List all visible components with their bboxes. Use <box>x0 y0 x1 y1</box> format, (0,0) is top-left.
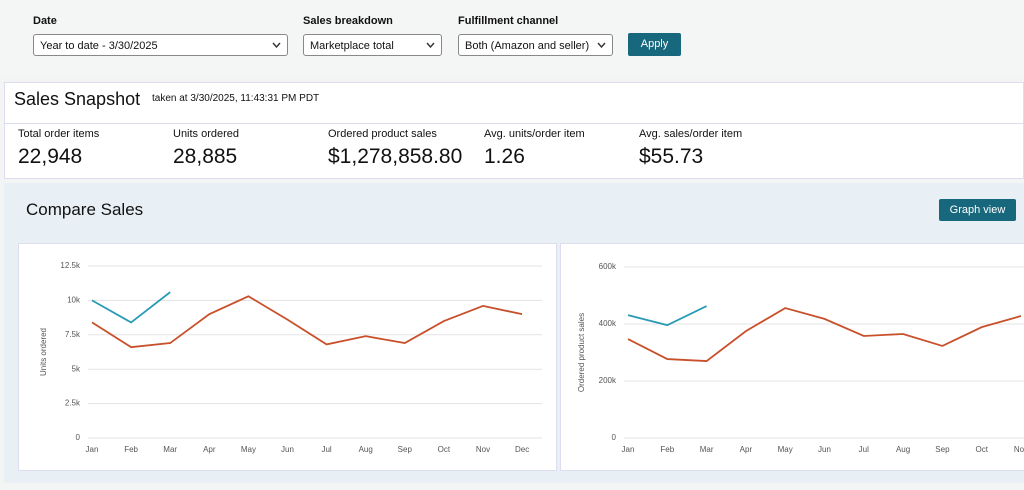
y-tick-label: 0 <box>612 433 617 442</box>
filter-label: Sales breakdown <box>303 15 393 27</box>
x-tick-label: Apr <box>203 445 216 454</box>
chart: 0 200k 400k 600k Ordered product sales Jan Feb… <box>577 262 1024 454</box>
breakdown-select[interactable]: Marketplace total <box>303 34 442 56</box>
line-series <box>91 295 523 349</box>
x-tick-label: May <box>241 445 256 454</box>
y-tick-label: 0 <box>76 433 81 442</box>
filter-label: Fulfillment channel <box>458 15 559 27</box>
line-series <box>627 307 1022 362</box>
apply-button[interactable]: Apply <box>628 33 681 56</box>
chevron <box>426 42 435 48</box>
x-tick-label: Feb <box>660 445 674 454</box>
select-value: Year to date - 3/30/2025 <box>40 40 158 52</box>
chart-card <box>560 243 1024 471</box>
metric-value: 28,885 <box>173 145 238 168</box>
x-tick-label: Nov <box>476 445 490 454</box>
x-tick-label: Dec <box>515 445 529 454</box>
y-tick-label: 5k <box>72 364 81 373</box>
select-value: Marketplace total <box>310 40 394 52</box>
metric-label: Ordered product sales <box>328 128 437 140</box>
metric-label: Avg. units/order item <box>484 128 585 140</box>
metric-value: 1.26 <box>484 145 525 168</box>
x-tick-label: Oct <box>438 445 451 454</box>
x-tick-label: Sep <box>935 445 950 454</box>
x-tick-label: May <box>778 445 793 454</box>
line-series <box>627 305 707 327</box>
chart: 0 2.5k 5k 7.5k 10k 12.5k Units ordered Jan Feb Ma… <box>39 261 542 454</box>
x-tick-label: Jul <box>321 445 331 454</box>
metric-value: $1,278,858.80 <box>328 145 463 168</box>
x-tick-label: Jan <box>86 445 99 454</box>
filter-label: Date <box>33 15 57 27</box>
x-tick-label: Feb <box>124 445 138 454</box>
x-tick-label: Oct <box>975 445 988 454</box>
y-tick-label: 600k <box>599 262 617 271</box>
chevron <box>272 42 281 48</box>
compare-title: Compare Sales <box>26 200 144 219</box>
snapshot-timestamp: taken at 3/30/2025, 11:43:31 PM PDT <box>152 93 320 104</box>
y-tick-label: 200k <box>599 376 617 385</box>
y-tick-label: 2.5k <box>65 399 81 408</box>
y-axis-label: Units ordered <box>39 328 48 376</box>
x-tick-label: Mar <box>163 445 177 454</box>
x-tick-label: Jan <box>622 445 635 454</box>
graph-view-button[interactable]: Graph view <box>939 199 1016 221</box>
y-tick-label: 10k <box>67 296 81 305</box>
x-tick-label: Mar <box>700 445 714 454</box>
snapshot-title: Sales Snapshot <box>14 89 141 109</box>
chevron <box>597 42 606 48</box>
x-tick-label: Jun <box>818 445 831 454</box>
y-tick-label: 12.5k <box>60 261 81 270</box>
metric-label: Avg. sales/order item <box>639 128 743 140</box>
chart-card <box>18 243 557 471</box>
x-tick-label: Apr <box>740 445 753 454</box>
line-series <box>91 291 171 324</box>
metric-label: Units ordered <box>173 128 240 140</box>
y-tick-label: 7.5k <box>65 330 81 339</box>
channel-select[interactable]: Both (Amazon and seller) <box>458 34 613 56</box>
metric-value: 22,948 <box>18 145 83 168</box>
y-tick-label: 400k <box>599 319 617 328</box>
x-tick-label: Nov <box>1014 445 1024 454</box>
metric-value: $55.73 <box>639 145 704 168</box>
select-value: Both (Amazon and seller) <box>465 40 590 52</box>
x-tick-label: Aug <box>359 445 373 454</box>
date-select[interactable]: Year to date - 3/30/2025 <box>33 34 288 56</box>
snapshot-metrics <box>4 123 1024 179</box>
y-axis-label: Ordered product sales <box>577 313 586 392</box>
x-tick-label: Sep <box>398 445 413 454</box>
x-tick-label: Aug <box>896 445 910 454</box>
x-tick-label: Jun <box>281 445 294 454</box>
x-tick-label: Jul <box>859 445 869 454</box>
snapshot-header <box>4 82 1024 124</box>
metric-label: Total order items <box>18 128 100 140</box>
